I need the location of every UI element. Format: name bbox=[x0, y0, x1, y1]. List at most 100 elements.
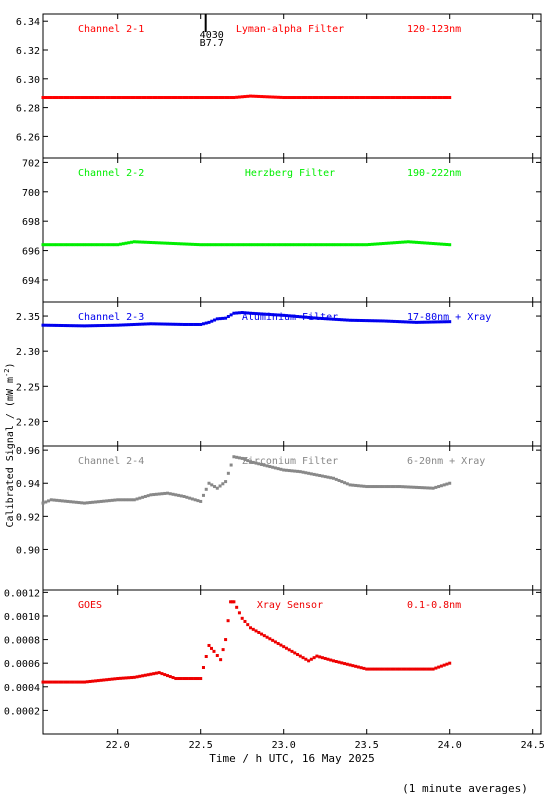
data-point bbox=[207, 481, 211, 485]
data-point bbox=[282, 313, 286, 317]
data-point bbox=[412, 485, 416, 489]
data-point bbox=[88, 324, 92, 328]
data-point bbox=[434, 485, 438, 489]
panel-band-label: 0.1-0.8nm bbox=[407, 600, 461, 611]
data-point bbox=[370, 319, 374, 323]
panel-frame-1 bbox=[42, 13, 542, 159]
data-point bbox=[403, 667, 407, 671]
data-point bbox=[243, 243, 247, 247]
data-point bbox=[185, 495, 189, 499]
data-point bbox=[249, 460, 252, 464]
data-point bbox=[240, 243, 244, 247]
data-point bbox=[196, 322, 200, 326]
data-point bbox=[381, 319, 385, 323]
data-point bbox=[345, 482, 349, 486]
data-point bbox=[251, 311, 255, 315]
data-point bbox=[63, 499, 67, 503]
data-point bbox=[91, 96, 95, 100]
data-point bbox=[401, 240, 405, 244]
data-point bbox=[116, 243, 120, 247]
data-point bbox=[229, 463, 233, 467]
x-tick-label: 22.0 bbox=[106, 740, 130, 751]
data-point bbox=[298, 315, 302, 319]
data-point bbox=[113, 96, 117, 100]
data-point bbox=[420, 667, 424, 671]
data-point bbox=[130, 240, 134, 244]
data-point bbox=[354, 318, 358, 322]
data-point bbox=[417, 320, 421, 324]
data-point bbox=[196, 243, 200, 247]
data-point bbox=[315, 243, 319, 247]
y-tick-label: 2.25 bbox=[16, 382, 40, 393]
data-point bbox=[390, 96, 394, 100]
data-point bbox=[80, 680, 84, 684]
data-point bbox=[215, 317, 219, 321]
data-point bbox=[442, 663, 446, 667]
data-point bbox=[359, 243, 363, 247]
data-point bbox=[105, 323, 109, 327]
data-point bbox=[193, 96, 197, 100]
data-point bbox=[326, 475, 330, 479]
data-point bbox=[426, 241, 430, 245]
event-marker-label: 4030 bbox=[200, 30, 224, 41]
data-point bbox=[88, 243, 92, 247]
data-point bbox=[63, 324, 67, 328]
data-point bbox=[412, 667, 416, 671]
data-point bbox=[199, 243, 203, 247]
data-point bbox=[71, 680, 75, 684]
data-point bbox=[141, 96, 145, 100]
data-point bbox=[442, 320, 446, 324]
data-point bbox=[320, 656, 324, 660]
data-point bbox=[251, 243, 255, 247]
data-point bbox=[395, 667, 399, 671]
data-point bbox=[348, 663, 352, 667]
data-point bbox=[77, 96, 81, 100]
data-point bbox=[260, 95, 264, 99]
data-point bbox=[207, 96, 211, 100]
data-point bbox=[373, 485, 377, 489]
data-point bbox=[398, 96, 402, 100]
data-point bbox=[91, 679, 95, 683]
data-point bbox=[246, 94, 250, 98]
data-point bbox=[174, 493, 178, 497]
data-point bbox=[395, 485, 399, 489]
data-point bbox=[160, 672, 164, 676]
data-point bbox=[146, 494, 150, 498]
data-point bbox=[174, 242, 178, 246]
data-point bbox=[149, 672, 153, 676]
data-point bbox=[193, 242, 197, 246]
data-point bbox=[213, 485, 217, 489]
data-point bbox=[83, 243, 86, 247]
data-point bbox=[403, 320, 407, 324]
data-point bbox=[174, 96, 178, 100]
data-point bbox=[249, 243, 252, 247]
data-point bbox=[365, 319, 369, 323]
data-point bbox=[249, 626, 252, 630]
data-point bbox=[121, 676, 125, 680]
data-point bbox=[329, 317, 333, 321]
data-point bbox=[107, 499, 111, 503]
data-point bbox=[49, 96, 53, 100]
data-point bbox=[415, 320, 418, 324]
data-point bbox=[41, 323, 45, 327]
data-point bbox=[296, 96, 300, 100]
data-point bbox=[298, 654, 302, 658]
data-point bbox=[251, 627, 255, 631]
data-point bbox=[113, 677, 117, 681]
data-point bbox=[91, 500, 95, 504]
data-point bbox=[381, 485, 385, 489]
data-point bbox=[105, 499, 109, 503]
data-point bbox=[437, 96, 441, 100]
data-point bbox=[298, 96, 302, 100]
data-point bbox=[171, 96, 175, 100]
data-point bbox=[66, 243, 70, 247]
data-point bbox=[229, 600, 233, 604]
panel-channel-label: Channel 2-3 bbox=[78, 312, 144, 323]
data-point bbox=[237, 611, 241, 615]
data-point bbox=[44, 323, 48, 327]
data-point bbox=[96, 679, 100, 683]
data-point bbox=[332, 243, 335, 247]
y-tick-label: 696 bbox=[22, 247, 40, 258]
data-point bbox=[201, 666, 205, 670]
data-point bbox=[434, 666, 438, 670]
